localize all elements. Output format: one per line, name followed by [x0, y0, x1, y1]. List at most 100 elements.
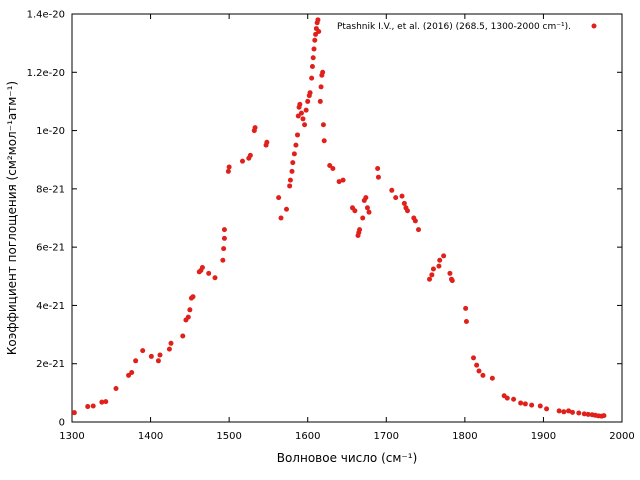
- data-point: [518, 400, 524, 406]
- data-point: [315, 17, 321, 23]
- data-point: [313, 31, 319, 37]
- data-point: [463, 305, 469, 311]
- data-points: [71, 17, 607, 419]
- data-point: [291, 151, 297, 157]
- y-tick-label: 1.4e-20: [27, 10, 65, 21]
- data-point: [393, 195, 399, 201]
- data-point: [360, 215, 366, 221]
- y-axis-label: Коэффициент поглощения (см²мол⁻¹атм⁻¹): [5, 81, 19, 355]
- data-point: [480, 372, 486, 378]
- data-point: [330, 165, 336, 171]
- data-point: [474, 362, 480, 368]
- data-point: [416, 227, 421, 233]
- data-point: [168, 340, 174, 346]
- y-tick-label: 6e-21: [36, 243, 65, 254]
- data-point: [180, 333, 186, 339]
- data-point: [364, 205, 370, 211]
- legend: Ptashnik I.V., et al. (2016) (268.5, 130…: [337, 22, 597, 32]
- data-point: [310, 55, 316, 61]
- x-tick-label: 1900: [531, 431, 556, 442]
- data-point: [401, 200, 407, 206]
- data-point: [504, 395, 510, 401]
- data-point: [300, 116, 306, 122]
- data-point: [561, 409, 567, 415]
- data-point: [221, 235, 227, 241]
- data-point: [340, 177, 346, 183]
- x-tick-label: 1400: [138, 431, 163, 442]
- data-point: [307, 90, 313, 96]
- data-point: [405, 208, 410, 214]
- data-point: [126, 372, 132, 378]
- data-point: [199, 265, 205, 271]
- data-point: [463, 318, 469, 324]
- data-point: [103, 399, 109, 405]
- data-point: [437, 257, 443, 263]
- x-tick-label: 1300: [59, 431, 84, 442]
- data-point: [529, 402, 535, 408]
- data-point: [449, 278, 455, 284]
- data-point: [471, 355, 476, 361]
- data-point: [295, 113, 301, 119]
- data-point: [556, 408, 562, 414]
- data-point: [309, 63, 315, 69]
- data-point: [305, 98, 311, 104]
- data-point: [375, 165, 381, 171]
- data-point: [320, 122, 326, 128]
- data-point: [71, 410, 77, 416]
- data-point: [585, 411, 591, 417]
- data-point: [220, 257, 226, 263]
- x-tick-label: 1700: [374, 431, 399, 442]
- y-tick-label: 1.2e-20: [27, 68, 65, 79]
- data-point: [312, 37, 318, 43]
- data-point: [489, 375, 495, 381]
- data-point: [363, 195, 369, 201]
- y-tick-label: 4e-21: [36, 301, 65, 312]
- data-point: [366, 209, 372, 215]
- data-point: [375, 174, 381, 180]
- data-point: [430, 266, 436, 272]
- data-point: [357, 227, 363, 233]
- data-point: [511, 396, 517, 402]
- data-point: [166, 346, 172, 352]
- data-point: [221, 246, 227, 252]
- data-point: [544, 406, 550, 412]
- data-point: [85, 404, 91, 410]
- data-point: [206, 270, 212, 276]
- plot-frame: [71, 13, 623, 423]
- data-point: [441, 253, 447, 259]
- data-point: [293, 142, 299, 148]
- data-point: [90, 403, 96, 409]
- y-tick-label: 1e-20: [36, 126, 65, 137]
- data-point: [297, 101, 303, 107]
- data-point: [157, 352, 163, 358]
- y-tick-label: 0: [59, 418, 65, 429]
- data-point: [212, 275, 218, 281]
- data-point: [321, 138, 327, 144]
- data-point: [352, 208, 358, 214]
- y-tick-label: 8e-21: [36, 184, 65, 195]
- data-point: [289, 168, 295, 174]
- data-point: [537, 403, 543, 409]
- data-point: [566, 408, 572, 414]
- x-tick-label: 2000: [609, 431, 634, 442]
- data-point: [389, 187, 395, 193]
- data-point: [133, 358, 139, 364]
- data-point: [320, 69, 326, 75]
- data-point: [225, 168, 231, 174]
- data-point: [318, 84, 324, 90]
- data-point: [129, 369, 135, 375]
- data-point: [570, 409, 575, 415]
- y-axis-ticks: 0 2e-21 4e-21 6e-21 8e-21 1e-20 1.2e-20 1.4e-20: [27, 10, 622, 429]
- data-point: [311, 46, 317, 52]
- data-point: [522, 401, 528, 407]
- data-point: [576, 410, 582, 416]
- data-point: [427, 276, 432, 282]
- data-point: [155, 358, 161, 364]
- x-axis-label: Волновое число (см⁻¹): [277, 451, 418, 465]
- data-point: [113, 385, 119, 391]
- data-point: [148, 353, 154, 359]
- data-point: [317, 98, 323, 104]
- data-point: [298, 110, 304, 116]
- data-point: [303, 107, 309, 113]
